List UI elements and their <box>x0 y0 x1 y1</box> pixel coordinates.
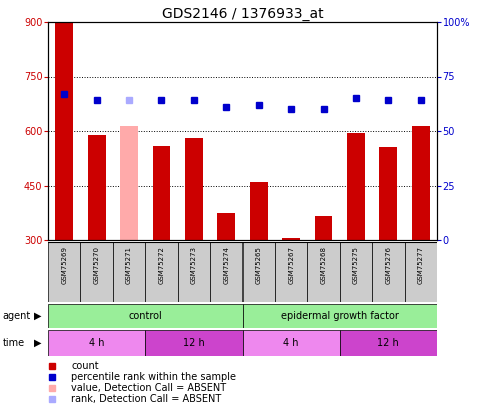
Bar <box>372 242 405 302</box>
Text: GSM75273: GSM75273 <box>191 246 197 284</box>
Bar <box>242 330 340 356</box>
Bar <box>113 242 145 302</box>
Text: value, Detection Call = ABSENT: value, Detection Call = ABSENT <box>71 383 227 393</box>
Text: GSM75276: GSM75276 <box>385 246 391 284</box>
Bar <box>217 213 235 240</box>
Text: rank, Detection Call = ABSENT: rank, Detection Call = ABSENT <box>71 394 222 404</box>
Bar <box>340 242 372 302</box>
Text: 12 h: 12 h <box>378 338 399 348</box>
Text: GSM75268: GSM75268 <box>321 246 327 284</box>
Text: time: time <box>2 338 25 348</box>
Text: GSM75277: GSM75277 <box>418 246 424 284</box>
Bar <box>210 242 242 302</box>
Text: epidermal growth factor: epidermal growth factor <box>281 311 398 321</box>
Bar <box>145 242 178 302</box>
Text: percentile rank within the sample: percentile rank within the sample <box>71 372 236 382</box>
Bar <box>48 242 80 302</box>
Bar <box>80 242 113 302</box>
Bar <box>405 242 437 302</box>
Bar <box>347 133 365 240</box>
Bar <box>314 216 332 240</box>
Bar <box>250 182 268 240</box>
Text: ▶: ▶ <box>34 311 42 321</box>
Text: 4 h: 4 h <box>89 338 104 348</box>
Text: ▶: ▶ <box>34 338 42 348</box>
Text: GSM75275: GSM75275 <box>353 246 359 284</box>
Text: GSM75269: GSM75269 <box>61 246 67 284</box>
Text: GSM75265: GSM75265 <box>256 246 262 284</box>
Bar <box>340 330 437 356</box>
Bar <box>145 330 242 356</box>
Text: count: count <box>71 360 99 371</box>
Text: 4 h: 4 h <box>284 338 299 348</box>
Bar <box>307 242 340 302</box>
Bar <box>55 22 73 240</box>
Text: 12 h: 12 h <box>183 338 205 348</box>
Bar <box>185 138 203 240</box>
Bar <box>412 126 430 240</box>
Text: control: control <box>128 311 162 321</box>
Bar <box>282 238 300 240</box>
Text: agent: agent <box>2 311 30 321</box>
Bar <box>242 304 437 328</box>
Bar <box>178 242 210 302</box>
Bar <box>153 145 170 240</box>
Text: GSM75274: GSM75274 <box>223 246 229 284</box>
Bar <box>120 126 138 240</box>
Text: GSM75272: GSM75272 <box>158 246 164 284</box>
Bar <box>48 330 145 356</box>
Bar <box>242 242 275 302</box>
Text: GSM75267: GSM75267 <box>288 246 294 284</box>
Title: GDS2146 / 1376933_at: GDS2146 / 1376933_at <box>162 7 323 21</box>
Bar <box>88 134 106 240</box>
Bar <box>48 304 242 328</box>
Text: GSM75270: GSM75270 <box>94 246 99 284</box>
Bar <box>275 242 307 302</box>
Text: GSM75271: GSM75271 <box>126 246 132 284</box>
Bar <box>380 147 398 240</box>
